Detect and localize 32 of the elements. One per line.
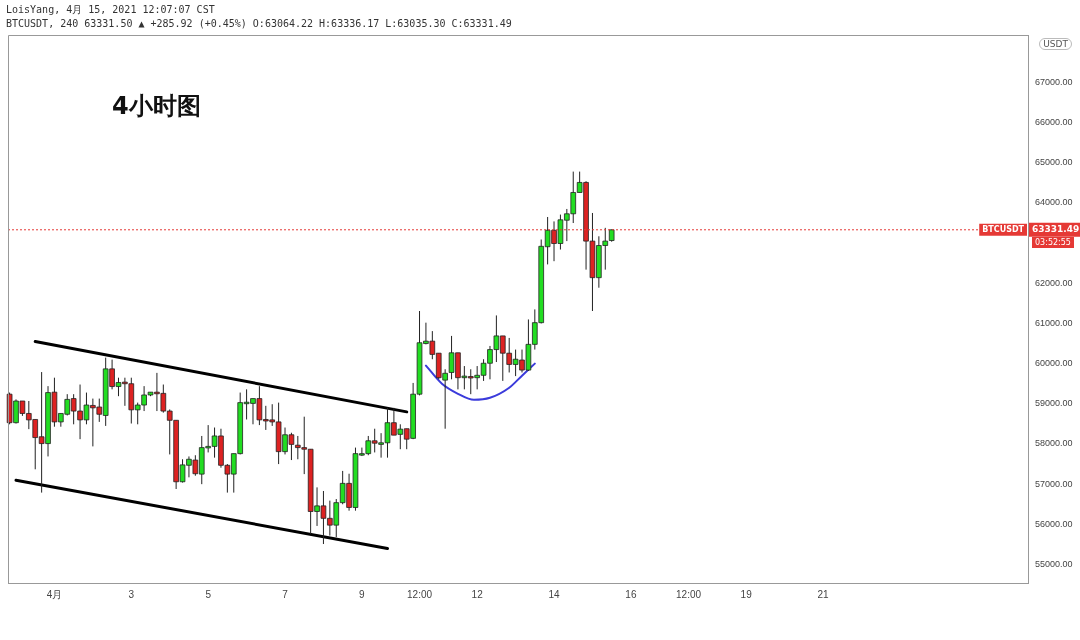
x-tick-label: 19 xyxy=(740,588,753,600)
y-tick-label: 55000.00 xyxy=(1035,559,1073,569)
y-tick-label: 67000.00 xyxy=(1035,76,1073,87)
ref-line-label: BTCUSDT xyxy=(982,224,1025,234)
x-tick-label: 3 xyxy=(128,588,135,600)
text: 4小时图 xyxy=(112,91,201,122)
y-tick-label: 62000.00 xyxy=(1035,277,1073,288)
x-tick-label: 9 xyxy=(359,588,366,600)
x-tick-label: 5 xyxy=(205,588,212,600)
x-tick-label: 12:00 xyxy=(676,588,702,600)
y-axis-title: USDT xyxy=(1039,38,1072,50)
text: BTCUSDT, 240 63331.50 ▲ +285.92 (+0.45%) O:63064.22 H:63336.17 L:63035.30 C:63331.49 xyxy=(6,18,512,29)
text: LoisYang, 4月 15, 2021 12:07:07 CST xyxy=(6,3,215,17)
y-tick-label: 60000.00 xyxy=(1035,358,1073,369)
y-tick-label: 57000.00 xyxy=(1035,478,1073,489)
y-tick-label: 66000.00 xyxy=(1035,117,1073,128)
y-tick-label: 61000.00 xyxy=(1035,317,1073,328)
x-tick-label: 21 xyxy=(817,588,830,600)
y-tick-label: 56000.00 xyxy=(1035,518,1073,529)
x-tick-label: 7 xyxy=(282,588,289,600)
text: 03:52:55 xyxy=(1032,236,1074,248)
y-tick-label: 65000.00 xyxy=(1035,157,1073,168)
line-series xyxy=(424,362,536,401)
y-tick-label: 64000.00 xyxy=(1035,197,1073,208)
x-tick-label: 14 xyxy=(548,588,561,600)
x-tick-label: 12:00 xyxy=(407,588,433,600)
x-tick-label: 12 xyxy=(471,588,484,600)
x-tick-label: 16 xyxy=(625,588,637,600)
text: 63331.49 xyxy=(1032,224,1080,235)
y-tick-label: 59000.00 xyxy=(1035,398,1073,409)
y-tick-label: 58000.00 xyxy=(1035,438,1073,449)
x-tick-label: 4月 xyxy=(46,588,63,600)
